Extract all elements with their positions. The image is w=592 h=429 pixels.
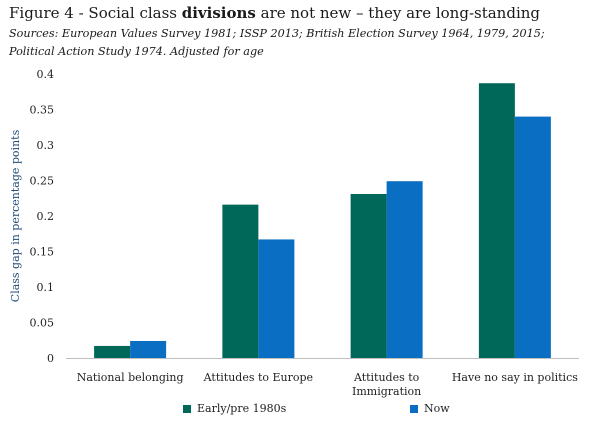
chart-source-line-2: Political Action Study 1974. Adjusted fo… xyxy=(9,45,264,58)
legend-swatch xyxy=(410,404,418,413)
bar xyxy=(514,116,551,358)
y-tick-label: 0.1 xyxy=(37,281,55,294)
legend-swatch xyxy=(183,404,191,413)
x-tick-label: Immigration xyxy=(352,385,421,398)
bar xyxy=(350,193,387,358)
bar xyxy=(386,181,423,358)
y-tick-label: 0.05 xyxy=(30,317,55,330)
legend-label: Early/pre 1980s xyxy=(197,402,287,415)
y-tick-label: 0.3 xyxy=(37,139,55,152)
legend-item: Early/pre 1980s xyxy=(183,402,286,415)
y-tick-label: 0.2 xyxy=(37,210,55,223)
y-tick-label: 0 xyxy=(47,352,54,365)
chart-legend: Early/pre 1980s Now xyxy=(0,402,592,420)
x-tick-label: Attitudes to xyxy=(353,371,420,384)
y-tick-label: 0.35 xyxy=(30,104,55,117)
y-tick-label: 0.15 xyxy=(30,246,55,259)
bar xyxy=(130,340,167,358)
bar xyxy=(478,83,515,358)
x-tick-label: Have no say in politics xyxy=(452,371,578,384)
legend-label: Now xyxy=(424,402,450,415)
title-prefix: Figure 4 - Social class xyxy=(9,4,182,22)
bar-chart: 0 0.05 0.1 0.15 0.2 0.25 0.3 0.35 0.4 Class gap i… xyxy=(9,68,579,398)
chart-source-line-1: Sources: European Values Survey 1981; IS… xyxy=(9,27,545,40)
title-suffix: are not new – they are long-standing xyxy=(255,4,541,22)
x-tick-label: National belonging xyxy=(77,371,184,384)
title-bold-word: divisions xyxy=(181,4,256,22)
y-tick-label: 0.25 xyxy=(30,175,55,188)
bar xyxy=(94,345,131,358)
x-tick-label: Attitudes to Europe xyxy=(203,371,313,384)
y-axis-label: Class gap in percentage points xyxy=(9,129,22,302)
bar xyxy=(222,204,259,358)
legend-item: Now xyxy=(410,402,450,415)
y-tick-label: 0.4 xyxy=(37,68,55,81)
chart-title: Figure 4 - Social class divisions are no… xyxy=(9,4,589,22)
bar xyxy=(258,239,295,358)
